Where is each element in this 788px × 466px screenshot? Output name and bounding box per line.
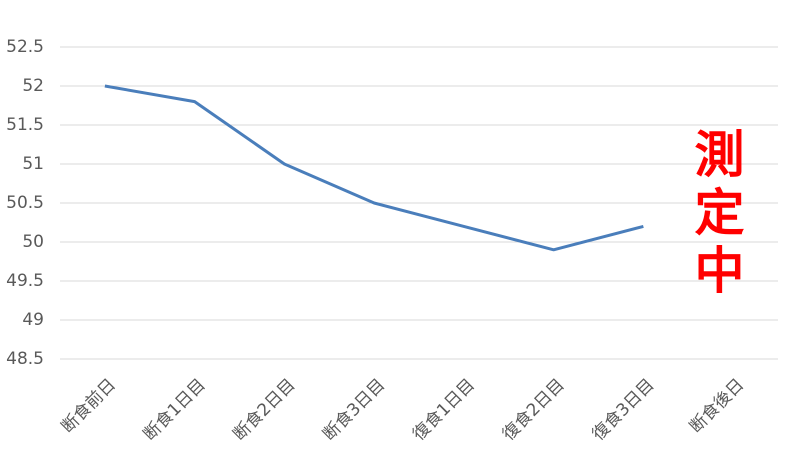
x-tick-label: 復食2日目 [499, 375, 569, 445]
y-tick-label: 51 [22, 154, 44, 174]
y-tick-label: 52 [22, 76, 44, 96]
y-tick-label: 50 [22, 232, 44, 252]
annotation: 測定中 [687, 128, 745, 302]
y-tick-label: 52.5 [6, 37, 44, 57]
y-tick-label: 50.5 [6, 193, 44, 213]
x-tick-label: 復食3日目 [589, 375, 659, 445]
y-tick-label: 49 [22, 310, 44, 330]
x-tick-label: 断食2日目 [230, 375, 300, 445]
x-tick-label: 断食1日目 [140, 375, 210, 445]
line-series [104, 84, 644, 252]
y-tick-label: 51.5 [6, 115, 44, 135]
y-tick-label: 49.5 [6, 271, 44, 291]
x-tick-label: 復食1日目 [409, 375, 479, 445]
y-tick-label: 48.5 [6, 349, 44, 369]
x-tick-label: 断食3日目 [319, 375, 389, 445]
x-tick-label: 断食前日 [58, 375, 120, 437]
x-tick-label: 断食後日 [686, 375, 748, 437]
